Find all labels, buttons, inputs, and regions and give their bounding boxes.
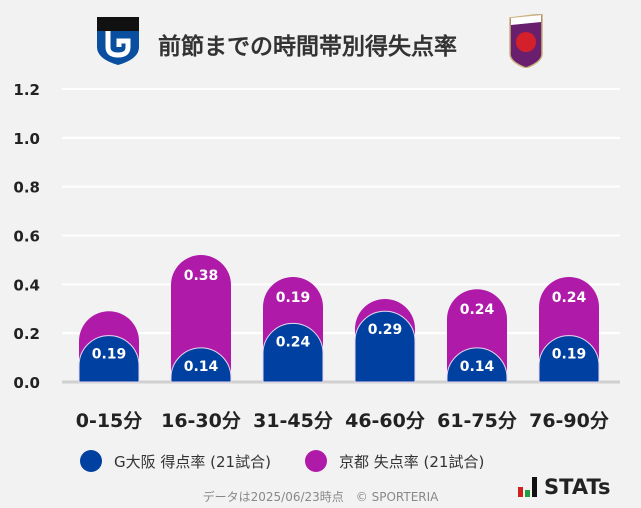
legend-label-home: G大阪 得点率 (21試合) xyxy=(114,452,271,471)
data-label-home: 0.14 xyxy=(184,359,219,375)
data-label-away: 0.24 xyxy=(460,302,495,318)
bar-home xyxy=(446,347,508,383)
stats-brand: STATs xyxy=(544,475,611,499)
legend-swatch-home xyxy=(80,450,102,472)
data-label-home: 0.29 xyxy=(368,322,403,338)
y-tick-label: 0.6 xyxy=(13,228,40,246)
data-label-home: 0.24 xyxy=(276,334,311,350)
chart-title: 前節までの時間帯別得失点率 xyxy=(158,34,457,60)
y-tick-label: 0.8 xyxy=(13,179,40,197)
x-tick-label: 46-60分 xyxy=(345,410,425,432)
legend-swatch-away xyxy=(305,450,327,472)
bar-home xyxy=(170,347,232,383)
stats-logo: STATs xyxy=(518,475,611,499)
bar-away xyxy=(171,255,232,382)
y-tick-label: 1.2 xyxy=(13,81,40,99)
y-tick-label: 1.0 xyxy=(13,130,40,148)
data-label-away: 0.24 xyxy=(552,290,587,306)
bar-home xyxy=(538,335,600,383)
bar-home xyxy=(354,310,416,383)
footer-note: データは2025/06/23時点 © SPORTERIA xyxy=(202,490,439,504)
y-tick-label: 0.4 xyxy=(13,276,40,294)
x-tick-label: 76-90分 xyxy=(529,410,609,432)
bar-home xyxy=(78,335,140,383)
data-label-home: 0.19 xyxy=(552,347,587,363)
kyoto-sanga-crest xyxy=(509,14,543,68)
legend-item-home: G大阪 得点率 (21試合) xyxy=(80,450,271,472)
gamba-osaka-crest xyxy=(97,17,139,65)
y-tick-label: 0.2 xyxy=(13,325,40,343)
x-tick-label: 31-45分 xyxy=(253,410,333,432)
x-tick-label: 16-30分 xyxy=(161,410,241,432)
y-tick-label: 0.0 xyxy=(13,374,40,392)
legend-item-away: 京都 失点率 (21試合) xyxy=(305,450,484,472)
x-tick-label: 0-15分 xyxy=(76,410,143,432)
legend-label-away: 京都 失点率 (21試合) xyxy=(339,452,485,471)
data-label-away: 0.38 xyxy=(184,268,219,284)
data-label-away: 0.19 xyxy=(276,290,311,306)
bar-chart: 0.0 0.2 0.4 0.6 0.8 1.0 1.2 0.19 0-15分 0.14 0.38 16… xyxy=(13,81,620,432)
bar-home xyxy=(262,322,324,383)
data-label-home: 0.19 xyxy=(92,347,127,363)
x-tick-label: 61-75分 xyxy=(437,410,517,432)
stats-bars-icon xyxy=(518,477,537,497)
data-label-home: 0.14 xyxy=(460,359,495,375)
